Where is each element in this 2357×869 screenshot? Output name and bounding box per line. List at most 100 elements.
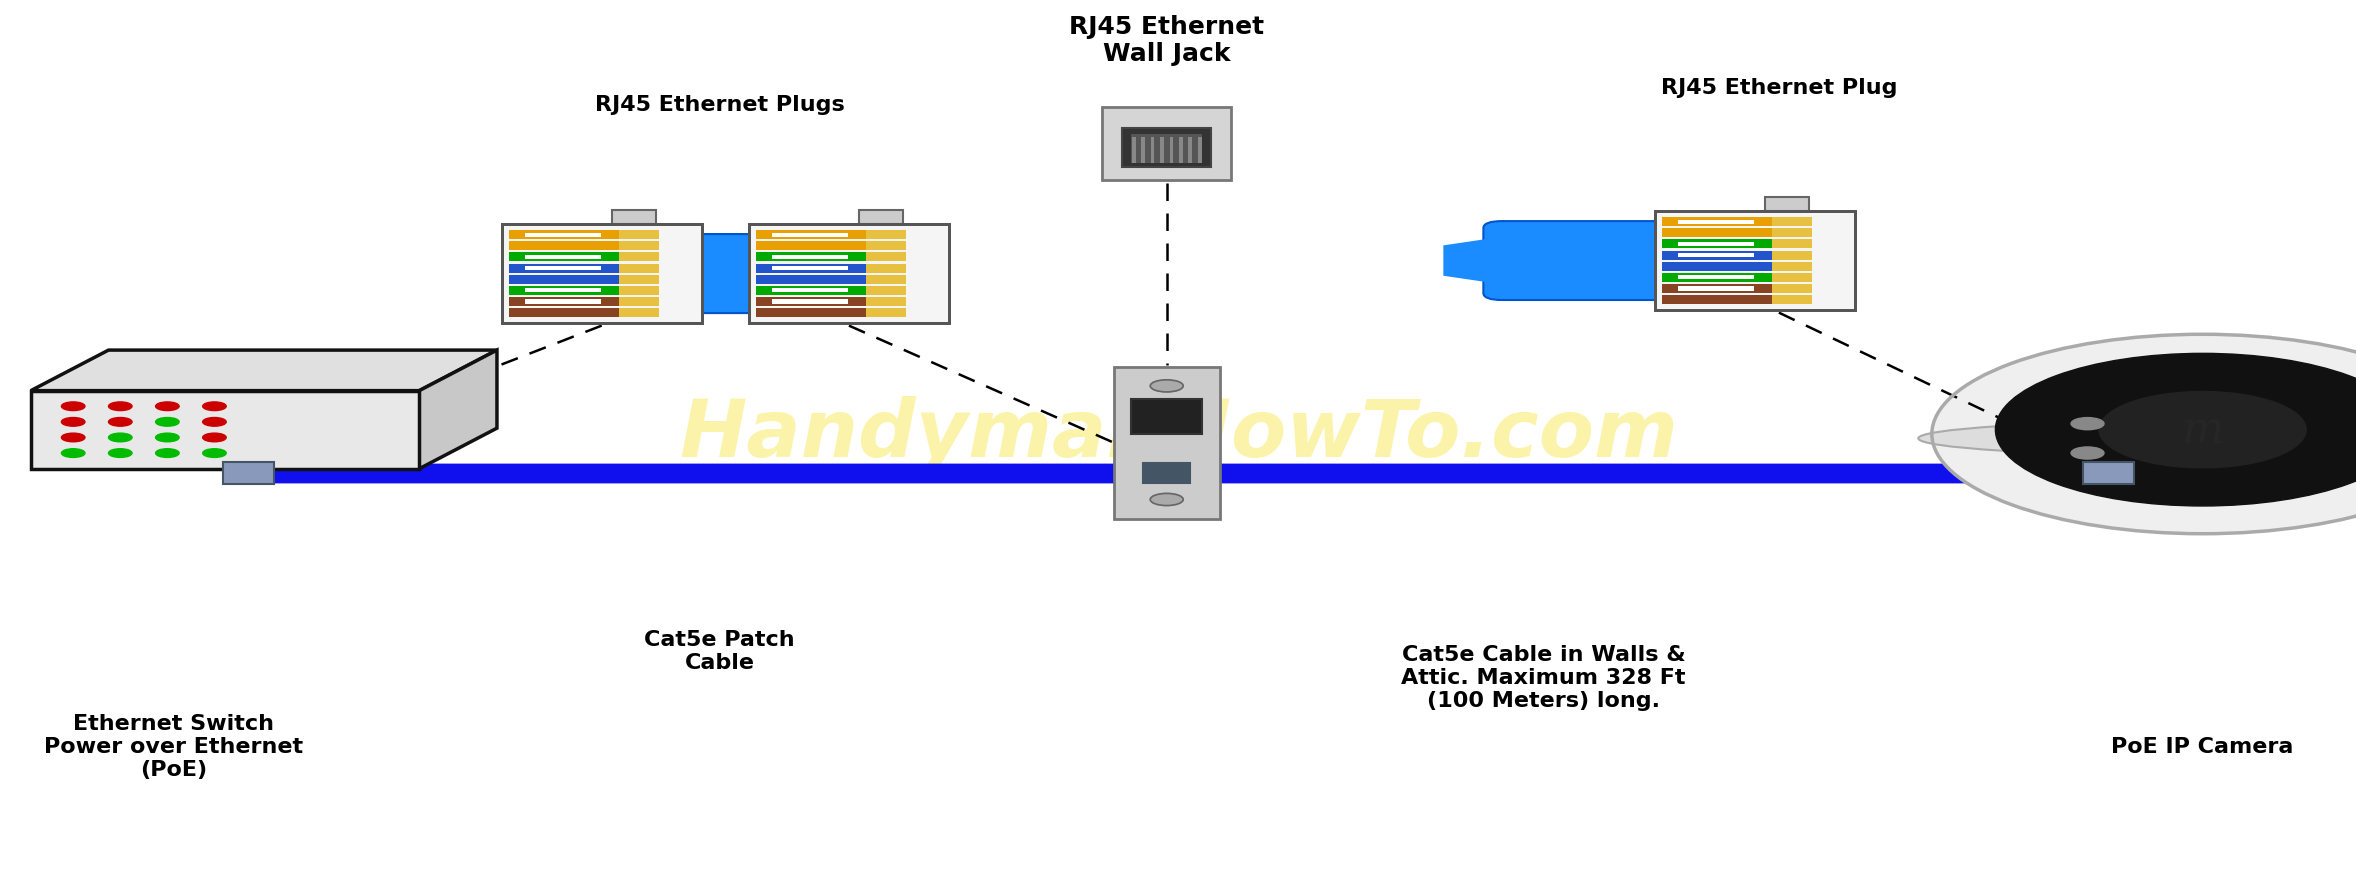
- Polygon shape: [1442, 237, 1501, 285]
- Bar: [509, 253, 620, 262]
- Bar: [1662, 284, 1772, 294]
- Bar: [613, 210, 655, 224]
- Text: PoE IP Camera: PoE IP Camera: [2112, 736, 2293, 756]
- Bar: [1662, 295, 1772, 304]
- Bar: [757, 264, 865, 273]
- Bar: [526, 255, 601, 260]
- Bar: [1772, 295, 1813, 304]
- Bar: [1188, 138, 1193, 163]
- Bar: [750, 224, 950, 324]
- Bar: [865, 231, 905, 240]
- Polygon shape: [853, 250, 912, 298]
- Circle shape: [108, 449, 132, 458]
- Bar: [865, 253, 905, 262]
- Bar: [865, 308, 905, 317]
- Bar: [1772, 251, 1813, 260]
- Circle shape: [156, 418, 179, 427]
- Bar: [526, 233, 601, 238]
- Circle shape: [2072, 448, 2105, 460]
- Bar: [773, 289, 849, 293]
- Bar: [1131, 138, 1136, 163]
- Circle shape: [61, 434, 85, 442]
- Polygon shape: [420, 351, 497, 469]
- Circle shape: [2072, 418, 2105, 430]
- Bar: [865, 275, 905, 284]
- Polygon shape: [537, 250, 596, 298]
- Bar: [620, 231, 660, 240]
- Bar: [1122, 129, 1211, 168]
- Polygon shape: [31, 351, 497, 391]
- Bar: [858, 210, 903, 224]
- Bar: [757, 253, 865, 262]
- Bar: [509, 264, 620, 273]
- Circle shape: [108, 434, 132, 442]
- Bar: [620, 308, 660, 317]
- Bar: [620, 242, 660, 251]
- Bar: [509, 275, 620, 284]
- Bar: [620, 287, 660, 295]
- Bar: [1662, 229, 1772, 238]
- Bar: [1772, 240, 1813, 249]
- Circle shape: [61, 402, 85, 411]
- Text: RJ45 Ethernet
Wall Jack: RJ45 Ethernet Wall Jack: [1070, 15, 1263, 66]
- Circle shape: [203, 402, 226, 411]
- FancyBboxPatch shape: [1483, 222, 1673, 301]
- Circle shape: [1996, 354, 2357, 507]
- Bar: [1678, 242, 1754, 247]
- Bar: [1678, 275, 1754, 280]
- Bar: [1115, 368, 1219, 519]
- Circle shape: [156, 434, 179, 442]
- Bar: [865, 287, 905, 295]
- Bar: [509, 242, 620, 251]
- Circle shape: [156, 402, 179, 411]
- Bar: [509, 297, 620, 307]
- Bar: [509, 287, 620, 295]
- Bar: [773, 233, 849, 238]
- Bar: [1197, 138, 1202, 163]
- Circle shape: [1150, 494, 1183, 506]
- Circle shape: [203, 449, 226, 458]
- Bar: [773, 267, 849, 271]
- Bar: [1678, 287, 1754, 291]
- Bar: [1150, 138, 1155, 163]
- Bar: [1772, 274, 1813, 282]
- Bar: [222, 462, 273, 485]
- Bar: [773, 300, 849, 304]
- Bar: [502, 224, 702, 324]
- Bar: [526, 289, 601, 293]
- Bar: [757, 287, 865, 295]
- Bar: [1678, 220, 1754, 225]
- Bar: [1765, 197, 1810, 211]
- Bar: [1662, 218, 1772, 227]
- Bar: [509, 231, 620, 240]
- Bar: [620, 264, 660, 273]
- Bar: [1662, 251, 1772, 260]
- Circle shape: [108, 402, 132, 411]
- Bar: [2084, 462, 2135, 485]
- Text: Cat5e Patch
Cable: Cat5e Patch Cable: [643, 629, 794, 673]
- Bar: [757, 275, 865, 284]
- FancyBboxPatch shape: [577, 235, 768, 314]
- Bar: [1678, 254, 1754, 258]
- Bar: [865, 297, 905, 307]
- Bar: [1662, 240, 1772, 249]
- Bar: [620, 253, 660, 262]
- Circle shape: [156, 449, 179, 458]
- Bar: [1178, 138, 1183, 163]
- Text: HandymanHowTo.com: HandymanHowTo.com: [679, 395, 1678, 474]
- Ellipse shape: [1919, 421, 2357, 456]
- Bar: [1655, 211, 1855, 311]
- Bar: [509, 308, 620, 317]
- Circle shape: [1150, 381, 1183, 393]
- Text: m: m: [2183, 408, 2223, 452]
- Circle shape: [2100, 392, 2305, 468]
- Bar: [526, 267, 601, 271]
- Bar: [1103, 108, 1230, 181]
- Bar: [1143, 464, 1190, 483]
- FancyBboxPatch shape: [669, 235, 872, 314]
- Circle shape: [108, 418, 132, 427]
- Bar: [757, 242, 865, 251]
- Bar: [502, 224, 702, 324]
- Bar: [31, 391, 420, 469]
- Bar: [526, 300, 601, 304]
